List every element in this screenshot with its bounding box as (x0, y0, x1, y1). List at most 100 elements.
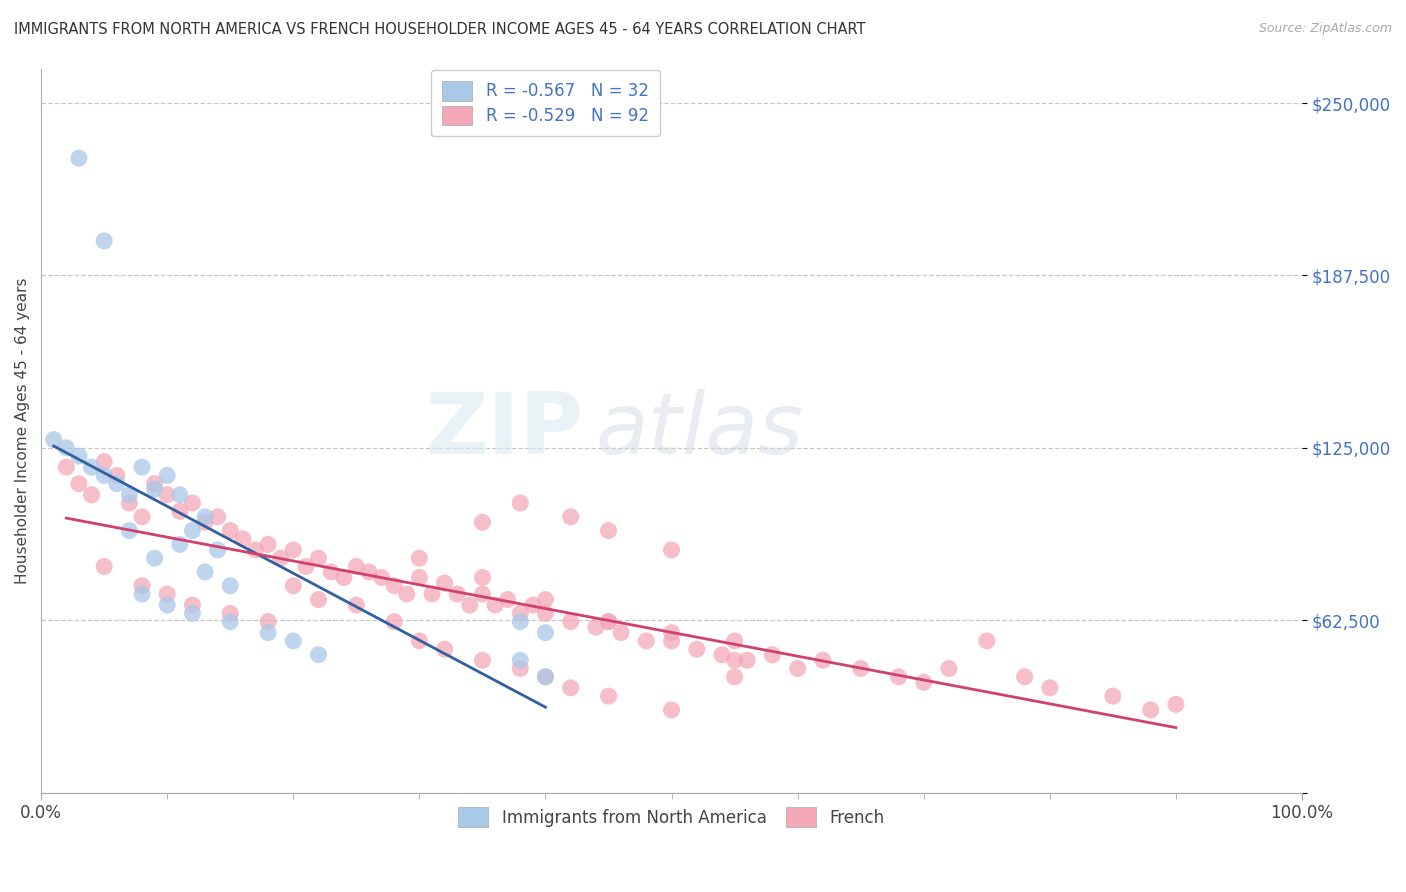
Y-axis label: Householder Income Ages 45 - 64 years: Householder Income Ages 45 - 64 years (15, 277, 30, 584)
Point (560, 509, 582, 524)
Point (811, 653, 834, 667)
Point (169, 488, 191, 502)
Point (219, 607, 242, 621)
Point (786, 661, 808, 675)
Point (105, 468, 128, 483)
Point (723, 653, 745, 667)
Point (257, 537, 280, 551)
Point (723, 634, 745, 648)
Point (534, 625, 557, 640)
Point (156, 598, 179, 612)
Point (408, 551, 430, 566)
Point (560, 615, 582, 629)
Point (131, 509, 153, 524)
Point (156, 468, 179, 483)
Point (93, 455, 115, 469)
Point (118, 488, 141, 502)
Point (118, 496, 141, 510)
Point (761, 648, 783, 662)
Point (458, 598, 481, 612)
Point (93, 234, 115, 248)
Point (270, 551, 292, 566)
Point (849, 661, 872, 675)
Point (1139, 703, 1161, 717)
Point (509, 607, 531, 621)
Point (534, 607, 557, 621)
Point (194, 516, 217, 530)
Point (118, 524, 141, 538)
Point (598, 524, 620, 538)
Point (408, 634, 430, 648)
Point (661, 703, 683, 717)
Point (181, 524, 204, 538)
Text: Source: ZipAtlas.com: Source: ZipAtlas.com (1258, 22, 1392, 36)
Point (105, 476, 128, 491)
Point (93, 468, 115, 483)
Point (55, 441, 77, 455)
Point (42, 433, 65, 447)
Point (686, 642, 709, 657)
Point (143, 482, 166, 496)
Point (169, 504, 191, 518)
Point (735, 653, 758, 667)
Point (408, 570, 430, 584)
Point (509, 653, 531, 667)
Point (585, 620, 607, 634)
Point (143, 551, 166, 566)
Point (257, 625, 280, 640)
Point (207, 542, 229, 557)
Point (181, 496, 204, 510)
Point (636, 634, 658, 648)
Point (219, 615, 242, 629)
Point (156, 488, 179, 502)
Point (420, 587, 443, 601)
Point (131, 460, 153, 475)
Point (308, 648, 330, 662)
Point (661, 625, 683, 640)
Point (446, 587, 468, 601)
Point (332, 570, 354, 584)
Point (509, 661, 531, 675)
Point (382, 615, 405, 629)
Point (471, 587, 494, 601)
Point (131, 579, 153, 593)
Point (181, 607, 204, 621)
Point (522, 598, 544, 612)
Point (1014, 670, 1036, 684)
Point (219, 579, 242, 593)
Text: ZIP: ZIP (426, 389, 583, 472)
Point (295, 559, 318, 574)
Point (433, 642, 456, 657)
Point (80, 488, 103, 502)
Point (143, 476, 166, 491)
Point (560, 681, 582, 695)
Point (67, 151, 90, 165)
Text: IMMIGRANTS FROM NORTH AMERICA VS FRENCH HOUSEHOLDER INCOME AGES 45 - 64 YEARS CO: IMMIGRANTS FROM NORTH AMERICA VS FRENCH … (14, 22, 866, 37)
Point (169, 537, 191, 551)
Point (67, 449, 90, 463)
Point (370, 570, 392, 584)
Legend: Immigrants from North America, French: Immigrants from North America, French (450, 799, 893, 835)
Point (283, 542, 305, 557)
Point (912, 675, 935, 690)
Point (471, 653, 494, 667)
Point (207, 509, 229, 524)
Point (321, 565, 343, 579)
Point (1164, 698, 1187, 712)
Point (711, 648, 734, 662)
Point (1039, 681, 1062, 695)
Point (67, 476, 90, 491)
Point (344, 559, 367, 574)
Point (344, 598, 367, 612)
Point (357, 565, 380, 579)
Point (80, 460, 103, 475)
Point (308, 551, 330, 566)
Point (598, 689, 620, 703)
Point (93, 559, 115, 574)
Point (534, 670, 557, 684)
Point (509, 496, 531, 510)
Point (245, 542, 267, 557)
Point (156, 587, 179, 601)
Point (534, 592, 557, 607)
Point (232, 532, 254, 546)
